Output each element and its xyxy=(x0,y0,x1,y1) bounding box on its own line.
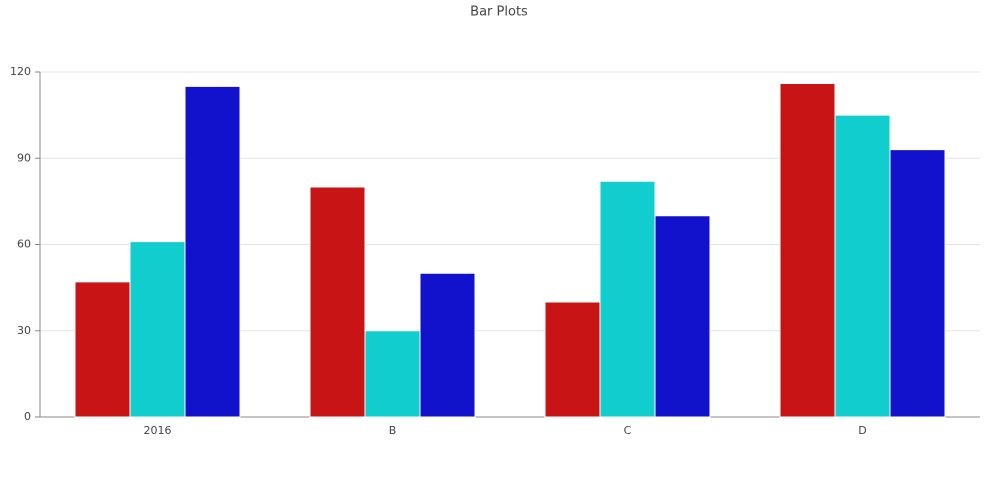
bar xyxy=(129,241,186,418)
bar xyxy=(74,281,131,418)
chart-title: Bar Plots xyxy=(470,5,528,20)
x-tick-label: D xyxy=(858,424,866,437)
bar xyxy=(544,301,601,418)
bar xyxy=(419,272,476,418)
y-tick-label: 120 xyxy=(10,65,31,78)
y-tick-label: 30 xyxy=(17,324,31,337)
x-tick-label: B xyxy=(389,424,397,437)
bar xyxy=(779,83,836,418)
bar xyxy=(309,186,366,418)
y-tick-label: 90 xyxy=(17,151,31,164)
bar xyxy=(889,149,946,418)
y-tick-label: 0 xyxy=(24,410,31,423)
bar xyxy=(599,180,656,418)
bar xyxy=(364,330,421,418)
y-tick-label: 60 xyxy=(17,238,31,251)
bar xyxy=(654,215,711,418)
x-tick-label: 2016 xyxy=(144,424,172,437)
bar xyxy=(834,114,891,418)
bar xyxy=(184,85,241,418)
x-tick-label: C xyxy=(624,424,632,437)
